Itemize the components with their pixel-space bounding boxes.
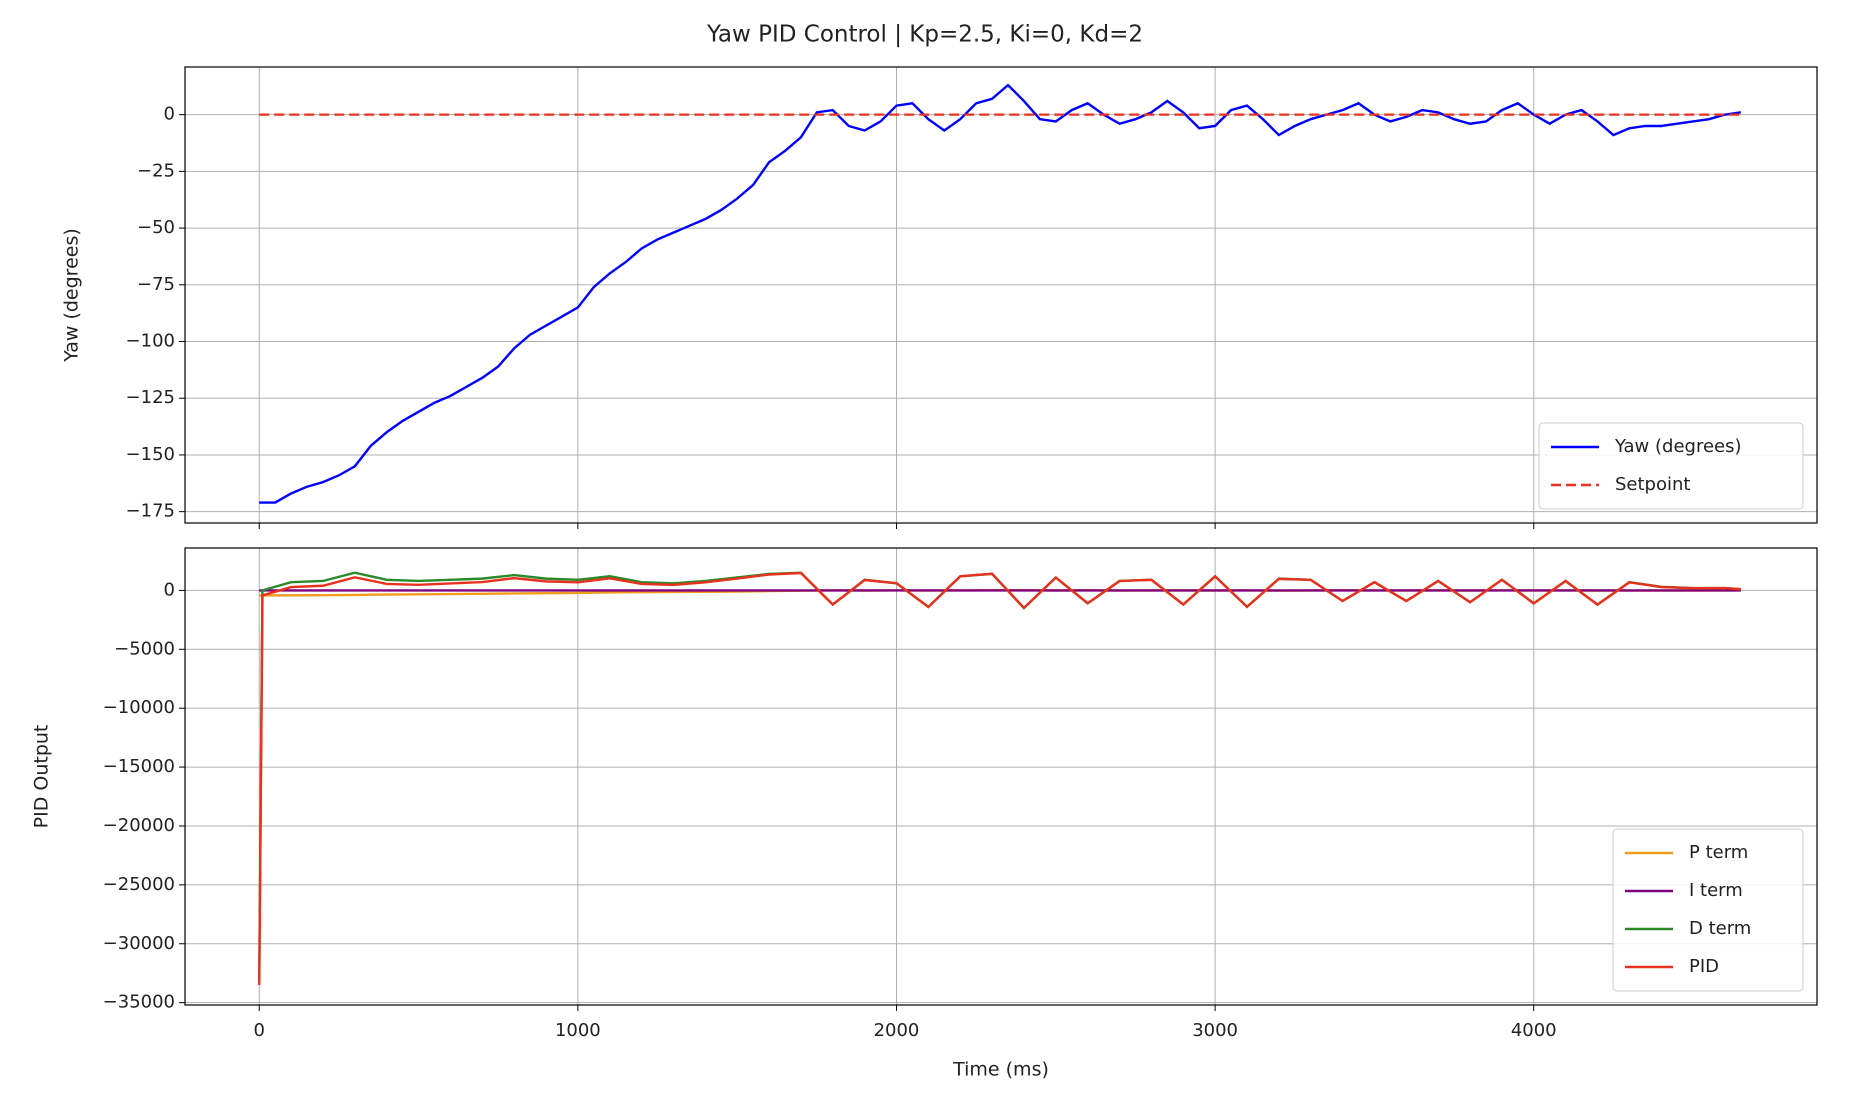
y-tick-label: −100 — [126, 331, 175, 352]
series-line — [258, 571, 1741, 985]
y-tick-label: −15000 — [103, 756, 175, 777]
legend-label: I term — [1689, 880, 1743, 901]
legend-label: Yaw (degrees) — [1614, 436, 1742, 457]
series-line — [259, 83, 1742, 504]
y-tick-label: −10000 — [103, 697, 175, 718]
series-line — [258, 571, 1741, 980]
x-tick-label: 0 — [254, 1020, 265, 1041]
y-tick-label: −175 — [126, 501, 175, 522]
figure-title: Yaw PID Control | Kp=2.5, Ki=0, Kd=2 — [706, 22, 1143, 48]
y-tick-label: −5000 — [114, 638, 175, 659]
y-tick-label: −30000 — [103, 933, 175, 954]
y-tick-label: −150 — [126, 444, 175, 465]
y-tick-label: −125 — [126, 387, 175, 408]
y-axis-label: Yaw (degrees) — [61, 228, 83, 363]
legend-box — [1612, 828, 1804, 992]
legend-label: D term — [1689, 918, 1751, 939]
y-tick-label: −50 — [137, 217, 175, 238]
x-axis-label: Time (ms) — [952, 1059, 1049, 1081]
y-tick-label: −20000 — [103, 815, 175, 836]
y-tick-label: −35000 — [103, 992, 175, 1013]
y-tick-label: 0 — [164, 579, 175, 600]
x-tick-label: 4000 — [1511, 1020, 1557, 1041]
axes-frame — [184, 547, 1818, 1006]
x-tick-label: 3000 — [1192, 1020, 1238, 1041]
x-tick-label: 2000 — [874, 1020, 920, 1041]
legend-box — [1538, 422, 1804, 510]
y-tick-label: −25 — [137, 160, 175, 181]
legend-label: PID — [1689, 956, 1719, 977]
y-tick-label: 0 — [164, 104, 175, 125]
legend-label: P term — [1689, 842, 1748, 863]
y-axis-label: PID Output — [31, 725, 53, 829]
legend-label: Setpoint — [1615, 474, 1690, 495]
axes-frame — [184, 66, 1818, 524]
y-tick-label: −75 — [137, 274, 175, 295]
x-tick-label: 1000 — [555, 1020, 601, 1041]
y-tick-label: −25000 — [103, 874, 175, 895]
